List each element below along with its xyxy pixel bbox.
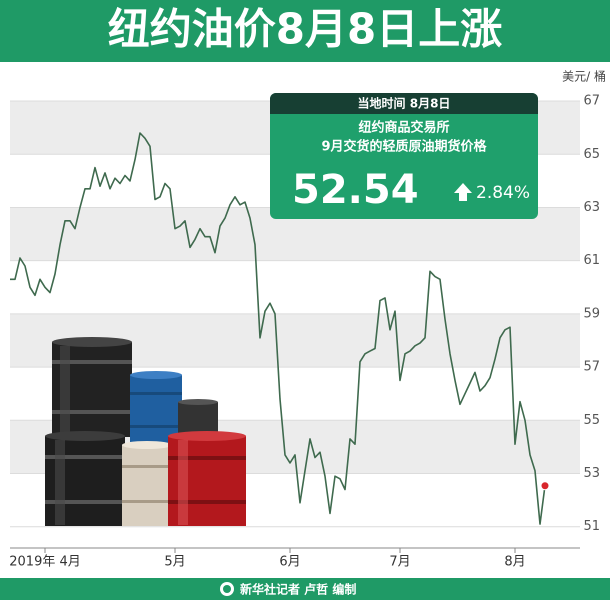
- x-tick-label: 5月: [164, 555, 185, 570]
- callout-date: 当地时间 8月8日: [358, 96, 451, 111]
- source-credit: 新华社记者 卢哲 编制: [240, 582, 356, 597]
- x-tick-label: 2019年 4月: [9, 555, 81, 570]
- x-tick-label: 7月: [389, 555, 410, 570]
- callout-header: [270, 93, 538, 114]
- barrel-cream: [122, 441, 172, 526]
- y-tick-label: 65: [583, 147, 600, 162]
- x-tick-label: 8月: [504, 555, 525, 570]
- callout-change: 2.84%: [476, 183, 530, 203]
- logo-inner: [223, 585, 231, 593]
- y-tick-label: 67: [583, 94, 600, 109]
- y-tick-label: 61: [583, 253, 600, 268]
- callout-body: [270, 93, 538, 219]
- y-tick-label: 57: [583, 360, 600, 375]
- footer-bar: [0, 578, 610, 600]
- callout-contract: 9月交货的轻质原油期货价格: [321, 139, 487, 155]
- y-tick-label: 55: [583, 413, 600, 428]
- y-tick-label: 63: [583, 200, 600, 215]
- y-tick-label: 53: [583, 466, 600, 481]
- title-banner: [0, 0, 610, 62]
- latest-point: [540, 481, 550, 491]
- callout-box: 当地时间 8月8日 纽约商品交易所 9月交货的轻质原油期货价格 52.54 2.…: [270, 93, 538, 219]
- y-unit: 美元/ 桶: [562, 69, 606, 84]
- y-tick-label: 59: [583, 306, 600, 321]
- y-tick-label: 51: [583, 519, 600, 534]
- plot-layer: [10, 132, 550, 525]
- chart-title: 纽约油价8月8日上涨: [108, 5, 502, 54]
- x-tick-label: 6月: [279, 555, 300, 570]
- callout-price: 52.54: [292, 167, 419, 213]
- callout-exchange: 纽约商品交易所: [358, 120, 449, 136]
- barrel-red: [168, 431, 246, 526]
- footer: 新华社记者 卢哲 编制: [0, 578, 610, 600]
- barrel-blue: [130, 371, 182, 445]
- barrel-black-front: [45, 431, 125, 526]
- barrels-illustration: [45, 337, 246, 526]
- price-line: [10, 132, 546, 525]
- up-arrow: [454, 183, 472, 201]
- barrel-black-tall: [52, 337, 132, 437]
